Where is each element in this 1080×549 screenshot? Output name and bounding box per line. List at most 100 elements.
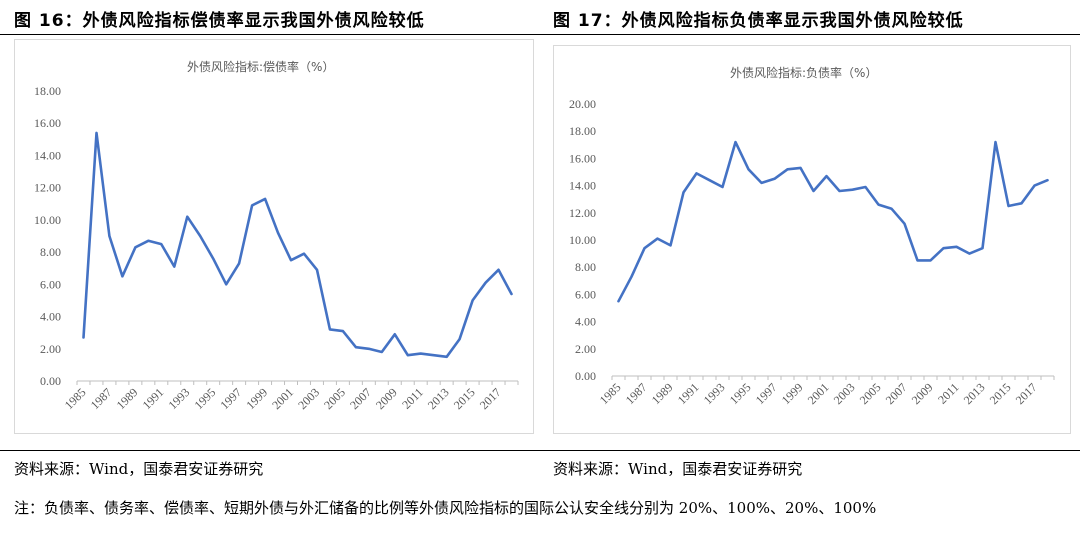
data-point (981, 247, 984, 249)
y-tick-label: 18.00 (34, 84, 61, 98)
y-tick-label: 2.00 (575, 342, 596, 356)
data-point (695, 172, 698, 175)
y-tick-label: 10.00 (34, 213, 61, 227)
x-tick-label: 2005 (321, 385, 348, 412)
x-tick-label: 1987 (623, 380, 650, 407)
data-point (942, 247, 945, 249)
data-point (381, 351, 383, 353)
y-tick-label: 14.00 (34, 148, 61, 162)
x-tick-label: 1985 (62, 385, 89, 412)
y-tick-label: 18.00 (569, 124, 596, 138)
data-point (812, 190, 815, 192)
data-point (445, 356, 448, 358)
figure-16-source: 资料来源：Wind，国泰君安证券研究 (14, 460, 264, 478)
x-tick-label: 2017 (1013, 380, 1040, 407)
y-tick-label: 20.00 (569, 97, 596, 111)
series-line (82, 131, 513, 359)
x-tick-label: 1999 (243, 385, 270, 412)
figure-17-source: 资料来源：Wind，国泰君安证券研究 (553, 460, 803, 478)
y-tick-label: 2.00 (40, 342, 61, 356)
data-point (121, 275, 124, 278)
data-point (212, 257, 214, 260)
data-point (838, 190, 841, 192)
chart-title: 外债风险指标:偿债率（%） (187, 59, 334, 74)
x-tick-label: 2013 (961, 380, 988, 407)
x-tick-label: 2011 (399, 385, 426, 412)
data-point (669, 244, 672, 247)
data-point (393, 333, 396, 336)
data-point (799, 167, 802, 169)
top-rule (0, 34, 1080, 35)
chart-debt-ratio: 外债风险指标:负债率（%） 0.00 2.00 4.00 6.00 8.00 10.00 12… (553, 45, 1071, 434)
x-tick-label: 2001 (269, 385, 296, 412)
data-point (656, 237, 659, 240)
data-point (617, 300, 620, 302)
data-point (630, 275, 633, 278)
data-point (419, 352, 422, 355)
data-point (1007, 205, 1010, 207)
y-tick-label: 8.00 (575, 260, 596, 274)
data-point (734, 141, 737, 143)
x-tick-label: 2003 (295, 385, 322, 412)
data-point (264, 198, 266, 200)
data-point (303, 252, 305, 255)
y-tick-label: 8.00 (40, 245, 61, 259)
x-tick-label: 1999 (779, 380, 806, 407)
data-point (238, 262, 240, 265)
data-point (864, 186, 867, 188)
data-point (773, 178, 776, 180)
data-point (316, 269, 318, 271)
figure-17-title: 图 17：外债风险指标负债率显示我国外债风险较低 (553, 11, 964, 31)
x-tick-label: 2013 (425, 385, 452, 412)
data-point (147, 240, 150, 242)
data-point (368, 347, 370, 350)
bottom-rule (0, 450, 1080, 451)
footnote: 注：负债率、债务率、偿债率、短期外债与外汇储备的比例等外债风险指标的国际公认安全… (14, 499, 877, 517)
chart-repayment-ratio: 外债风险指标:偿债率（%） 0.00 2.00 4.00 6.00 8.00 10.00 12… (14, 39, 534, 434)
data-point (1033, 184, 1036, 187)
data-point (290, 259, 292, 261)
y-tick-label: 4.00 (40, 310, 61, 324)
data-point (471, 299, 474, 302)
x-tick-label: 2011 (935, 380, 962, 407)
data-point (929, 259, 932, 262)
y-tick-label: 16.00 (34, 116, 61, 130)
data-point (108, 235, 111, 237)
data-point (643, 247, 646, 249)
x-tick-label: 1995 (191, 385, 218, 412)
data-point (747, 168, 750, 171)
data-point (721, 186, 724, 188)
y-tick-label: 6.00 (40, 277, 61, 291)
data-point (406, 354, 409, 357)
data-point (510, 293, 513, 295)
x-tick-label: 2005 (857, 380, 884, 407)
data-point (851, 188, 854, 191)
x-tick-label: 1993 (166, 385, 193, 412)
data-point (355, 346, 357, 348)
data-point (890, 207, 893, 210)
y-tick-label: 4.00 (575, 315, 596, 329)
data-point (682, 191, 685, 194)
data-point (95, 132, 98, 134)
data-point (955, 246, 958, 248)
y-tick-label: 10.00 (569, 233, 596, 247)
data-point (903, 222, 906, 225)
x-tick-label: 1997 (753, 380, 780, 407)
y-tick-label: 12.00 (34, 181, 61, 195)
x-tick-label: 2009 (909, 380, 936, 407)
data-point (225, 283, 227, 286)
data-point (277, 231, 279, 234)
data-point (968, 252, 971, 255)
series-line (617, 140, 1049, 303)
y-tick-label: 0.00 (575, 369, 596, 383)
data-point (342, 330, 344, 332)
data-point (160, 243, 163, 245)
chart-repayment-ratio-svg: 外债风险指标:偿债率（%） 0.00 2.00 4.00 6.00 8.00 10.00 12… (34, 59, 519, 412)
y-tick-label: 0.00 (40, 374, 61, 388)
x-tick-label: 1993 (701, 380, 728, 407)
data-point (199, 235, 202, 237)
data-point (251, 204, 253, 207)
x-tick-label: 1995 (727, 380, 754, 407)
x-tick-label: 2003 (831, 380, 858, 407)
x-tick-label: 2015 (451, 385, 478, 412)
